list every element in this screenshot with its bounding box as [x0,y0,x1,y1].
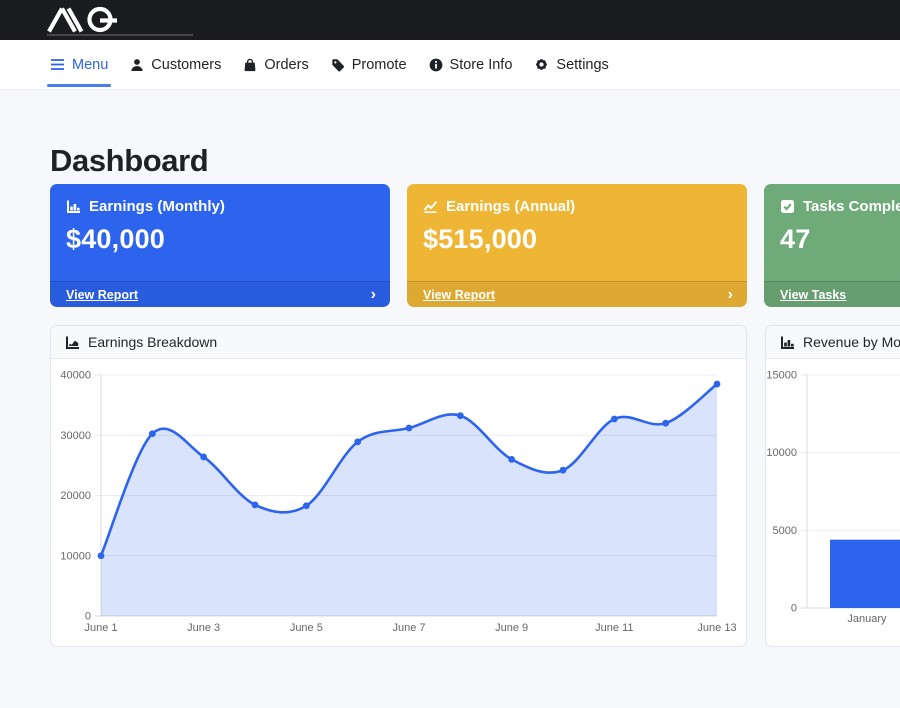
chart-bar-icon [67,200,80,213]
revenue-bar-chart: 0 5000 10000 15000 January [766,370,900,625]
main-nav: Menu Customers Orders Promote Store Info… [0,40,900,90]
revenue-by-month-card: Revenue by Month 0 5000 10000 15000 January [765,325,900,647]
svg-text:June 11: June 11 [595,622,633,634]
stat-card-value: 47 [780,224,811,254]
svg-text:40000: 40000 [60,370,91,382]
topbar [0,0,900,40]
svg-text:June 9: June 9 [495,622,528,634]
chevron-right-icon: › [727,285,733,303]
svg-text:June 3: June 3 [187,622,220,634]
chart-area-icon [66,336,79,349]
earnings-line-chart: 0 10000 20000 30000 40000 June 1 June 3 June 5 J… [60,370,736,635]
stat-card-tasks-completed: Tasks Completed 47 View Tasks › [764,184,900,307]
stat-card-earnings-annual: Earnings (Annual) $515,000 View Report › [407,184,747,307]
stat-card-value: $515,000 [423,224,538,254]
svg-text:5000: 5000 [773,525,797,537]
nav-item-label: Customers [151,56,222,73]
stat-card-earnings-monthly: Earnings (Monthly) $40,000 View Report › [50,184,390,307]
chart-title: Earnings Breakdown [88,334,218,350]
stat-cards-row: Earnings (Monthly) $40,000 View Report ›… [50,184,900,307]
stat-card-title: Earnings (Annual) [446,198,576,215]
check-square-icon [781,200,794,213]
svg-text:June 1: June 1 [84,622,117,634]
nav-item-orders[interactable]: Orders [243,40,309,89]
tag-icon [331,58,345,72]
nav-item-promote[interactable]: Promote [331,40,407,89]
view-tasks-link[interactable]: View Tasks › [764,281,900,307]
svg-text:30000: 30000 [60,430,91,442]
stat-card-value: $40,000 [66,224,165,254]
hamburger-icon [50,58,65,71]
svg-text:June 5: June 5 [290,622,323,634]
logo-underline [47,34,193,36]
nav-item-label: Settings [556,56,609,73]
chart-card-header: Earnings Breakdown [51,326,746,359]
page-title: Dashboard [50,143,209,178]
nav-item-label: Menu [72,56,109,73]
line-chart-body: 0 10000 20000 30000 40000 June 1 June 3 June 5 J… [51,359,746,646]
svg-text:10000: 10000 [766,447,797,459]
chevron-right-icon: › [370,285,376,303]
stat-card-header: Tasks Completed [764,184,900,215]
svg-text:20000: 20000 [60,490,91,502]
chart-title: Revenue by Month [803,334,900,350]
user-icon [130,58,144,72]
main-content: Dashboard Earnings (Monthly) $40,000 Vie… [0,144,900,647]
stat-card-header: Earnings (Annual) [407,184,747,215]
stat-card-header: Earnings (Monthly) [50,184,390,215]
nav-item-customers[interactable]: Customers [130,40,221,89]
nav-item-store-info[interactable]: Store Info [429,40,513,89]
stat-card-title: Tasks Completed [803,198,900,215]
earnings-breakdown-card: Earnings Breakdown 0 10000 20000 30000 40000… [50,325,747,647]
brand-logo[interactable] [47,6,135,38]
bar-chart-body: 0 5000 10000 15000 January [766,359,900,646]
charts-row: Earnings Breakdown 0 10000 20000 30000 40000… [50,325,900,647]
active-tab-underline [47,84,112,87]
chart-line-icon [423,201,438,213]
view-report-link[interactable]: View Report › [50,281,390,307]
nav-item-label: Orders [264,56,309,73]
info-circle-icon [429,58,443,72]
nav-item-label: Store Info [449,56,513,73]
svg-text:10000: 10000 [60,550,91,562]
nav-item-menu[interactable]: Menu [47,40,112,89]
nav-item-label: Promote [351,56,407,73]
view-report-link[interactable]: View Report › [407,281,747,307]
svg-text:January: January [847,613,887,625]
shopping-bag-icon [243,58,257,72]
chart-card-header: Revenue by Month [766,326,900,359]
nav-item-settings[interactable]: Settings [534,40,609,89]
svg-text:0: 0 [85,611,91,623]
svg-text:June 7: June 7 [392,622,425,634]
svg-text:15000: 15000 [766,370,797,382]
gear-icon [534,57,549,72]
chart-bar-icon [781,336,794,349]
svg-text:0: 0 [791,603,797,615]
brand-logo-icon [47,6,117,33]
svg-text:June 13: June 13 [697,622,736,634]
stat-card-title: Earnings (Monthly) [89,198,225,215]
